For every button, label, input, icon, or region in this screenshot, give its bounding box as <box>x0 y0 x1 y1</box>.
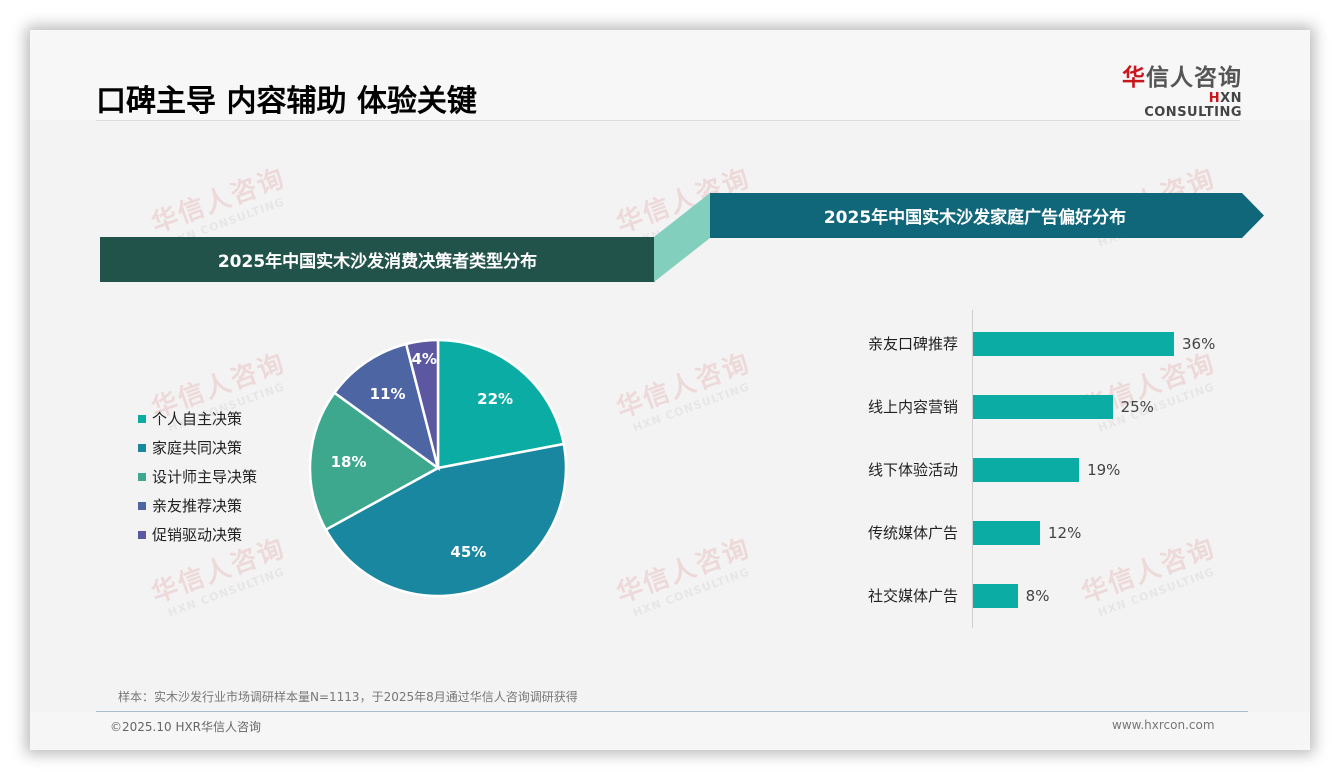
legend-item: 亲友推荐决策 <box>138 491 257 520</box>
legend-swatch <box>138 414 146 423</box>
pie-slice-label: 22% <box>477 389 514 408</box>
pie-slice <box>436 338 566 470</box>
brand-logo: 华信人咨询 HXN CONSULTING <box>1112 64 1242 120</box>
bar <box>973 584 1018 608</box>
pie-slice <box>404 338 440 469</box>
pie-slice <box>332 342 441 472</box>
legend-swatch <box>138 472 146 481</box>
pie-chart: 22% 45% 18% 11% 4% <box>308 338 568 598</box>
pie-slice-label: 4% <box>411 349 437 368</box>
bar <box>973 521 1040 545</box>
footer-divider <box>96 711 1248 712</box>
legend-item: 设计师主导决策 <box>138 462 257 491</box>
legend-swatch <box>138 530 146 539</box>
pie-slice <box>308 391 441 532</box>
left-section-title: 2025年中国实木沙发消费决策者类型分布 <box>100 237 655 282</box>
legend-item: 家庭共同决策 <box>138 433 257 462</box>
logo-en: HXN CONSULTING <box>1144 91 1242 120</box>
bar <box>973 458 1080 482</box>
legend-item: 个人自主决策 <box>138 404 257 433</box>
website-link[interactable]: www.hxrcon.com <box>1112 718 1215 732</box>
bar-row: 传统媒体广告 12% <box>830 521 1230 545</box>
pie-slice-label: 18% <box>330 453 367 472</box>
legend-swatch <box>138 443 146 452</box>
bar-value-label: 25% <box>1120 398 1154 416</box>
pie-slice-label: 45% <box>450 543 487 562</box>
bar-value-label: 36% <box>1182 335 1216 353</box>
bar-row: 社交媒体广告 8% <box>830 584 1230 608</box>
pie-legend: 个人自主决策 家庭共同决策 设计师主导决策 亲友推荐决策 促销驱动决策 <box>138 404 257 549</box>
bar-value-label: 8% <box>1025 587 1050 605</box>
legend-item: 促销驱动决策 <box>138 520 257 549</box>
bar <box>973 395 1113 419</box>
pie-slice-label: 11% <box>369 384 406 403</box>
logo-cn: 华信人咨询 <box>1122 65 1242 91</box>
sample-note: 样本：实木沙发行业市场调研样本量N=1113，于2025年8月通过华信人咨询调研… <box>118 690 578 704</box>
legend-swatch <box>138 501 146 510</box>
arrow-ribbon-shape <box>710 193 1264 238</box>
bar-value-label: 19% <box>1087 461 1121 479</box>
bar <box>973 332 1174 356</box>
footer-band <box>30 712 1310 750</box>
copyright: ©2025.10 HXR华信人咨询 <box>110 720 262 734</box>
bar-chart: 亲友口碑推荐 36% 线上内容营销 25% 线下体验活动 19% 传统媒体广告 12% 社交媒体… <box>830 310 1230 630</box>
bar-row: 线上内容营销 25% <box>830 395 1230 419</box>
bar-category-label: 线上内容营销 <box>867 398 958 416</box>
ribbon-fold <box>654 193 710 282</box>
pie-svg <box>308 338 568 598</box>
bar-row: 线下体验活动 19% <box>830 458 1230 482</box>
bar-value-label: 12% <box>1048 524 1082 542</box>
bar-axis <box>972 310 973 628</box>
page-title: 口碑主导 内容辅助 体验关键 <box>96 84 477 119</box>
right-section-title: 2025年中国实木沙发家庭广告偏好分布 <box>710 193 1265 238</box>
bar-category-label: 传统媒体广告 <box>867 524 958 542</box>
bar-category-label: 亲友口碑推荐 <box>867 335 958 353</box>
title-divider <box>96 120 1240 121</box>
bar-category-label: 社交媒体广告 <box>867 587 958 605</box>
bar-category-label: 线下体验活动 <box>867 461 958 479</box>
bar-row: 亲友口碑推荐 36% <box>830 332 1230 356</box>
header-band <box>30 30 1310 120</box>
pie-slice <box>324 442 568 598</box>
